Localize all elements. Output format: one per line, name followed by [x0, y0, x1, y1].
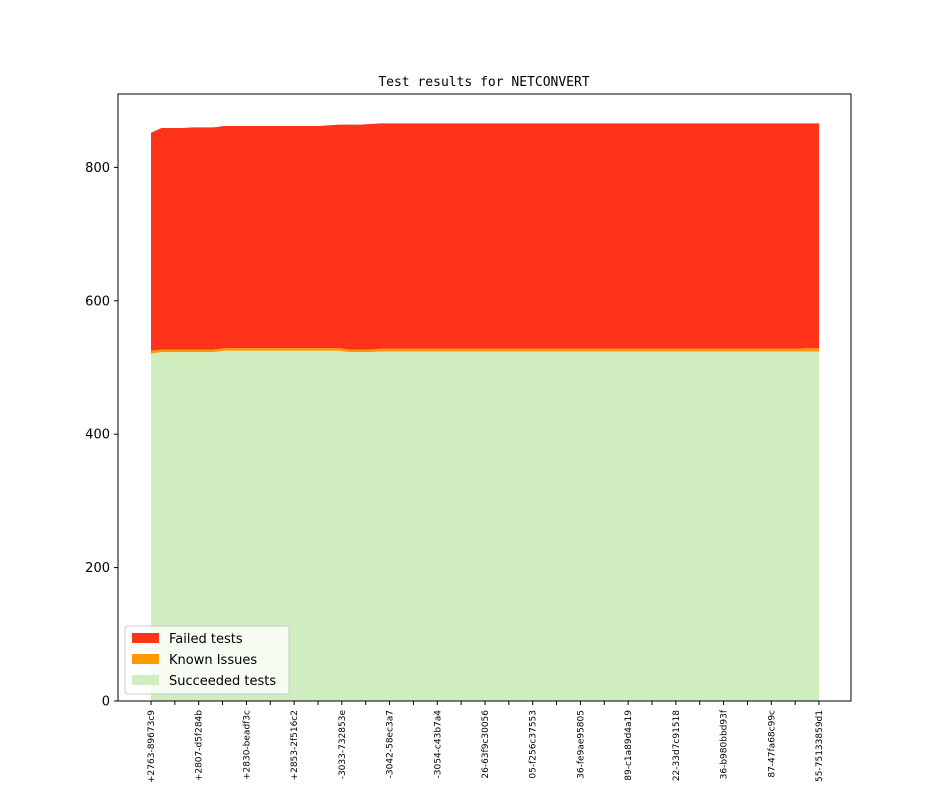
x-tick-label: -3042-58ec3a7	[386, 710, 396, 778]
legend-label-known-issues: Known Issues	[169, 653, 257, 668]
area-failed-tests	[151, 123, 819, 351]
y-tick-label: 400	[85, 428, 110, 443]
y-tick-label: 200	[85, 561, 110, 576]
legend-label-succeeded-tests: Succeeded tests	[169, 674, 276, 689]
x-tick-label: 05-f256c37553	[529, 710, 539, 779]
x-tick-label: +2807-d5f284b	[195, 710, 205, 781]
x-tick-label: 55-75133859d1	[815, 710, 825, 782]
area-known-issues	[151, 348, 819, 354]
chart-title: Test results for NETCONVERT	[378, 75, 589, 90]
area-succeeded-tests	[151, 350, 819, 701]
y-tick-label: 800	[85, 161, 110, 176]
x-tick-label: 87-47fa68c99c	[767, 710, 777, 778]
x-tick-label: 26-63f9c30056	[481, 710, 491, 779]
x-tick-label: -3033-732853e	[338, 710, 348, 780]
x-tick-label: 89-c1a89d4a19	[624, 710, 634, 781]
legend-label-failed-tests: Failed tests	[169, 632, 243, 647]
x-tick-label: +2763-89673c9	[147, 710, 157, 783]
y-tick-label: 600	[85, 294, 110, 309]
y-tick-label: 0	[102, 695, 110, 710]
x-tick-label: +2830-beadf3c	[242, 710, 252, 780]
x-axis: +2763-89673c9 +2807-d5f284b +2830-beadf3c +…	[147, 701, 825, 783]
x-tick-label: 22-33d7c91518	[672, 710, 682, 781]
legend-swatch-known-issues	[132, 654, 159, 664]
x-tick-label: 36-fe9ae95805	[576, 710, 586, 779]
legend-swatch-succeeded-tests	[132, 675, 159, 685]
x-tick-label: 36-b980bbd93f	[720, 709, 730, 779]
legend-swatch-failed-tests	[132, 633, 159, 643]
x-tick-label: -3054-c43b7a4	[433, 710, 443, 779]
legend-box	[124, 625, 290, 695]
area-layers	[151, 123, 819, 701]
x-tick-label: +2853-2f516c2	[290, 710, 300, 780]
y-axis: 0 200 400 600 800	[85, 161, 118, 710]
legend: Failed tests Known Issues Succeeded tests	[124, 625, 290, 695]
